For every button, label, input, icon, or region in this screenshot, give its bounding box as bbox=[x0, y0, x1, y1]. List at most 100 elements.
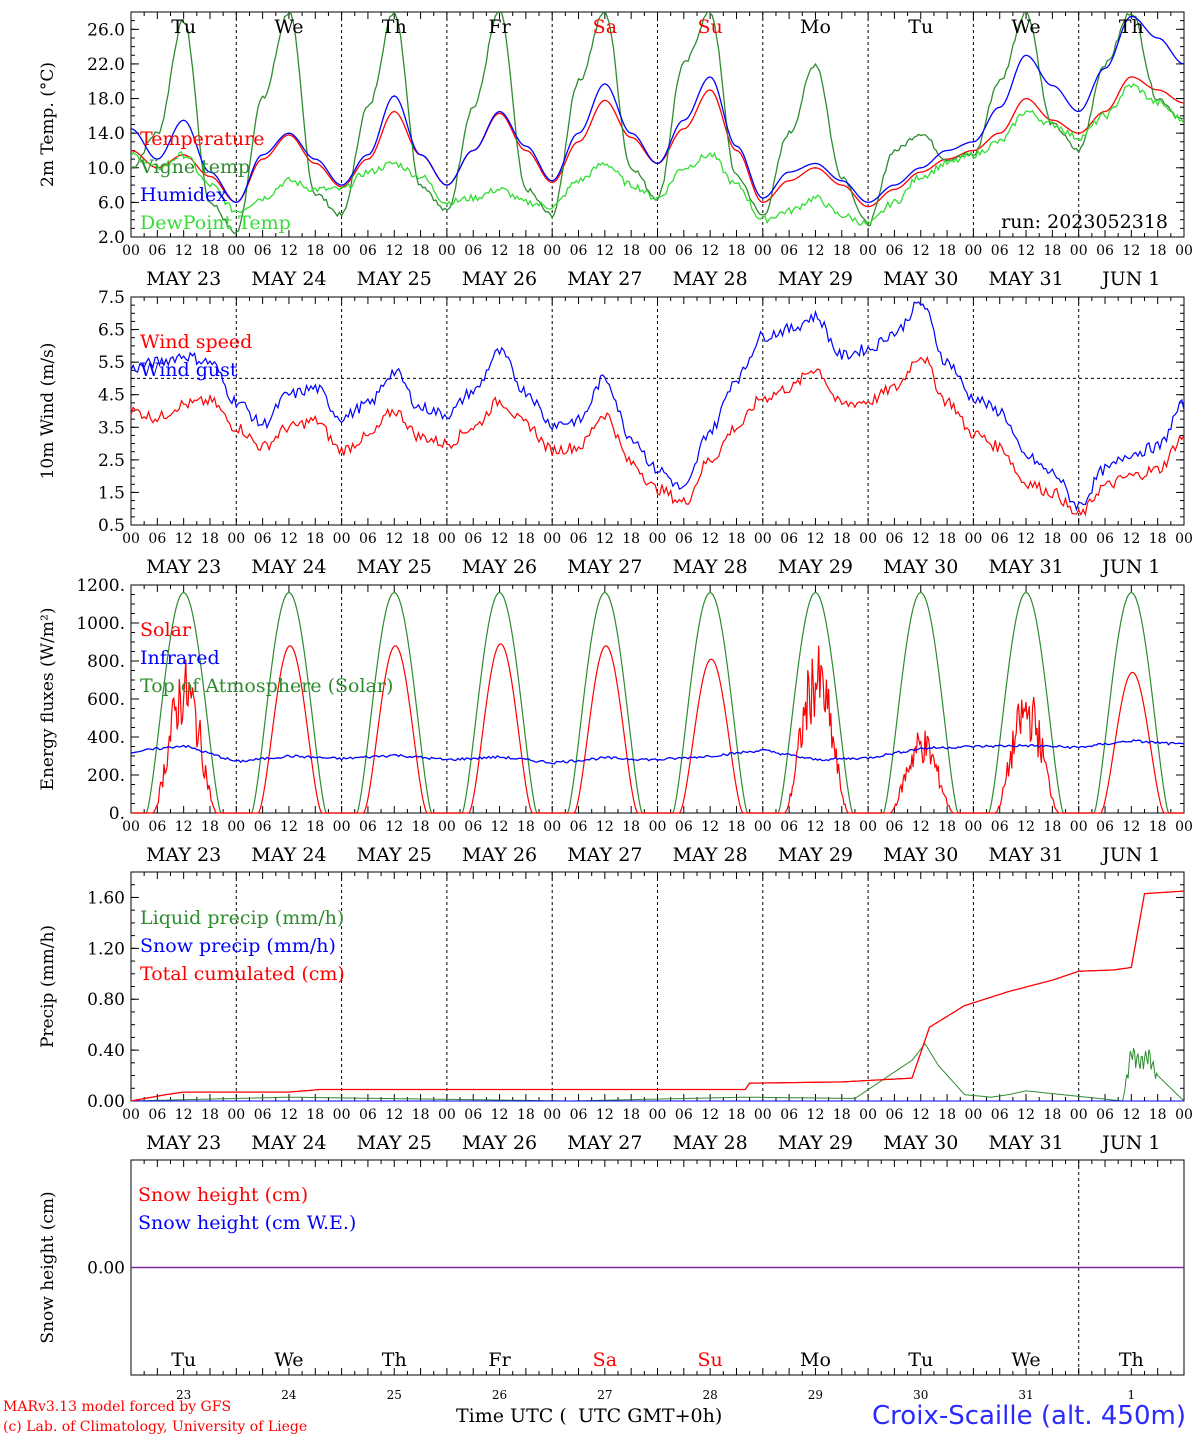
hour-tick-label: 06 bbox=[570, 819, 588, 835]
panel-4: 0.00 0.40 0.80 1.20 1.60 Precip (mm/h) 00 06 12 1… bbox=[38, 871, 1193, 1154]
hour-tick-label: 00 bbox=[333, 819, 351, 835]
hour-tick-label: 18 bbox=[412, 243, 430, 259]
y-tick-label: 6.5 bbox=[98, 321, 125, 341]
hour-tick-label: 18 bbox=[938, 819, 956, 835]
legend-entry: DewPoint Temp bbox=[140, 212, 291, 234]
station-name: Croix-Scaille (alt. 450m) bbox=[872, 1401, 1186, 1431]
hour-tick-label: 18 bbox=[412, 531, 430, 547]
date-label: MAY 25 bbox=[357, 844, 432, 866]
hour-tick-label: 00 bbox=[122, 531, 140, 547]
hour-tick-label: 00 bbox=[543, 1107, 561, 1123]
hour-tick-label: 12 bbox=[280, 819, 298, 835]
y-tick-label: 14.0 bbox=[87, 124, 125, 144]
y-tick-label: 0.80 bbox=[87, 990, 125, 1010]
hour-tick-label: 00 bbox=[227, 531, 245, 547]
hour-tick-label: 12 bbox=[491, 243, 509, 259]
date-label: JUN 1 bbox=[1100, 556, 1160, 578]
hour-tick-label: 00 bbox=[543, 531, 561, 547]
y-tick-label: 400. bbox=[87, 728, 125, 748]
hour-tick-label: 00 bbox=[333, 1107, 351, 1123]
hour-tick-label: 18 bbox=[1043, 819, 1061, 835]
hour-tick-label: 18 bbox=[728, 1107, 746, 1123]
hour-tick-label: 18 bbox=[833, 819, 851, 835]
legend-entry: Snow height (cm W.E.) bbox=[138, 1212, 356, 1234]
hour-tick-label: 00 bbox=[122, 1107, 140, 1123]
hour-tick-label: 00 bbox=[227, 243, 245, 259]
hour-tick-label: 06 bbox=[991, 1107, 1009, 1123]
hour-tick-label: 12 bbox=[807, 819, 825, 835]
hour-tick-label: 12 bbox=[385, 243, 403, 259]
hour-tick-label: 06 bbox=[675, 1107, 693, 1123]
hour-tick-label: 12 bbox=[385, 1107, 403, 1123]
panel-1: 2.0 6.0 10.0 14.0 18.0 22.0 26.0 2m Temp. (°C) 0… bbox=[38, 11, 1193, 290]
date-label: MAY 24 bbox=[251, 844, 326, 866]
hour-tick-label: 00 bbox=[1070, 819, 1088, 835]
hour-tick-label: 18 bbox=[1149, 1107, 1167, 1123]
hour-tick-label: 06 bbox=[1096, 243, 1114, 259]
y-tick-label: 7.5 bbox=[98, 288, 125, 308]
date-label: MAY 31 bbox=[988, 268, 1063, 290]
date-label: MAY 27 bbox=[567, 556, 642, 578]
y-tick-label: 1.20 bbox=[87, 939, 125, 959]
hour-tick-label: 12 bbox=[1017, 531, 1035, 547]
hour-tick-label: 00 bbox=[859, 531, 877, 547]
y-tick-label: 0.5 bbox=[98, 516, 125, 536]
hour-tick-label: 06 bbox=[148, 243, 166, 259]
weekday-label: Tu bbox=[908, 16, 933, 38]
hour-tick-label: 18 bbox=[306, 243, 324, 259]
date-label: MAY 24 bbox=[251, 556, 326, 578]
hour-tick-label: 12 bbox=[596, 531, 614, 547]
hour-tick-label: 06 bbox=[359, 1107, 377, 1123]
hour-tick-label: 00 bbox=[122, 243, 140, 259]
hour-tick-label: 18 bbox=[728, 243, 746, 259]
hour-tick-label: 06 bbox=[886, 243, 904, 259]
hour-tick-label: 00 bbox=[543, 819, 561, 835]
panel-3: 0. 200. 400. 600. 800. 1000. 1200. Energy fluxe… bbox=[38, 576, 1193, 866]
weekday-label: Fr bbox=[488, 16, 511, 38]
hour-tick-label: 12 bbox=[701, 243, 719, 259]
hour-tick-label: 12 bbox=[175, 243, 193, 259]
legend-entry: Wind gust bbox=[140, 359, 238, 381]
hour-tick-label: 18 bbox=[1149, 243, 1167, 259]
y-tick-label: 18.0 bbox=[87, 90, 125, 110]
date-label: JUN 1 bbox=[1100, 268, 1160, 290]
hour-tick-label: 12 bbox=[596, 1107, 614, 1123]
hour-tick-label: 06 bbox=[148, 819, 166, 835]
hour-tick-label: 06 bbox=[359, 819, 377, 835]
hour-tick-label: 00 bbox=[649, 1107, 667, 1123]
hour-tick-label: 06 bbox=[991, 243, 1009, 259]
hour-tick-label: 18 bbox=[1149, 819, 1167, 835]
hour-tick-label: 12 bbox=[912, 819, 930, 835]
y-axis-label: 2m Temp. (°C) bbox=[38, 62, 58, 187]
hour-tick-label: 06 bbox=[148, 1107, 166, 1123]
legend-entry: Liquid precip (mm/h) bbox=[140, 907, 344, 929]
model-credit: MARv3.13 model forced by GFS bbox=[3, 1399, 232, 1415]
hour-tick-label: 12 bbox=[701, 1107, 719, 1123]
hour-tick-label: 18 bbox=[938, 531, 956, 547]
date-label: MAY 28 bbox=[673, 844, 748, 866]
run-label: run: 2023052318 bbox=[1001, 211, 1168, 233]
hour-tick-label: 18 bbox=[201, 819, 219, 835]
date-label: MAY 25 bbox=[357, 268, 432, 290]
panel-2: 0.5 1.5 2.5 3.5 4.5 5.5 6.5 7.5 10m Wind (m/s) 00… bbox=[38, 288, 1193, 578]
y-tick-label: 2.0 bbox=[98, 228, 125, 248]
x-axis-title-overlap: UTC GMT+0h) bbox=[578, 1405, 723, 1427]
hour-tick-label: 00 bbox=[649, 531, 667, 547]
y-tick-label: 22.0 bbox=[87, 55, 125, 75]
hour-tick-label: 06 bbox=[570, 1107, 588, 1123]
hour-tick-label: 06 bbox=[780, 1107, 798, 1123]
hour-tick-label: 12 bbox=[491, 819, 509, 835]
date-label: MAY 24 bbox=[251, 1132, 326, 1154]
day-number-label: 31 bbox=[1018, 1388, 1033, 1402]
panel-5: 0.00 Snow height (cm) Snow height (cm) Snow… bbox=[38, 1159, 1185, 1402]
hour-tick-label: 00 bbox=[859, 243, 877, 259]
hour-tick-label: 18 bbox=[833, 531, 851, 547]
hour-tick-label: 06 bbox=[886, 531, 904, 547]
hour-tick-label: 06 bbox=[148, 531, 166, 547]
hour-tick-label: 00 bbox=[1070, 1107, 1088, 1123]
y-axis-label: Precip (mm/h) bbox=[38, 925, 58, 1048]
hour-tick-label: 06 bbox=[359, 243, 377, 259]
hour-tick-label: 12 bbox=[1122, 243, 1140, 259]
plot-frame bbox=[130, 11, 1185, 238]
hour-tick-label: 00 bbox=[333, 531, 351, 547]
